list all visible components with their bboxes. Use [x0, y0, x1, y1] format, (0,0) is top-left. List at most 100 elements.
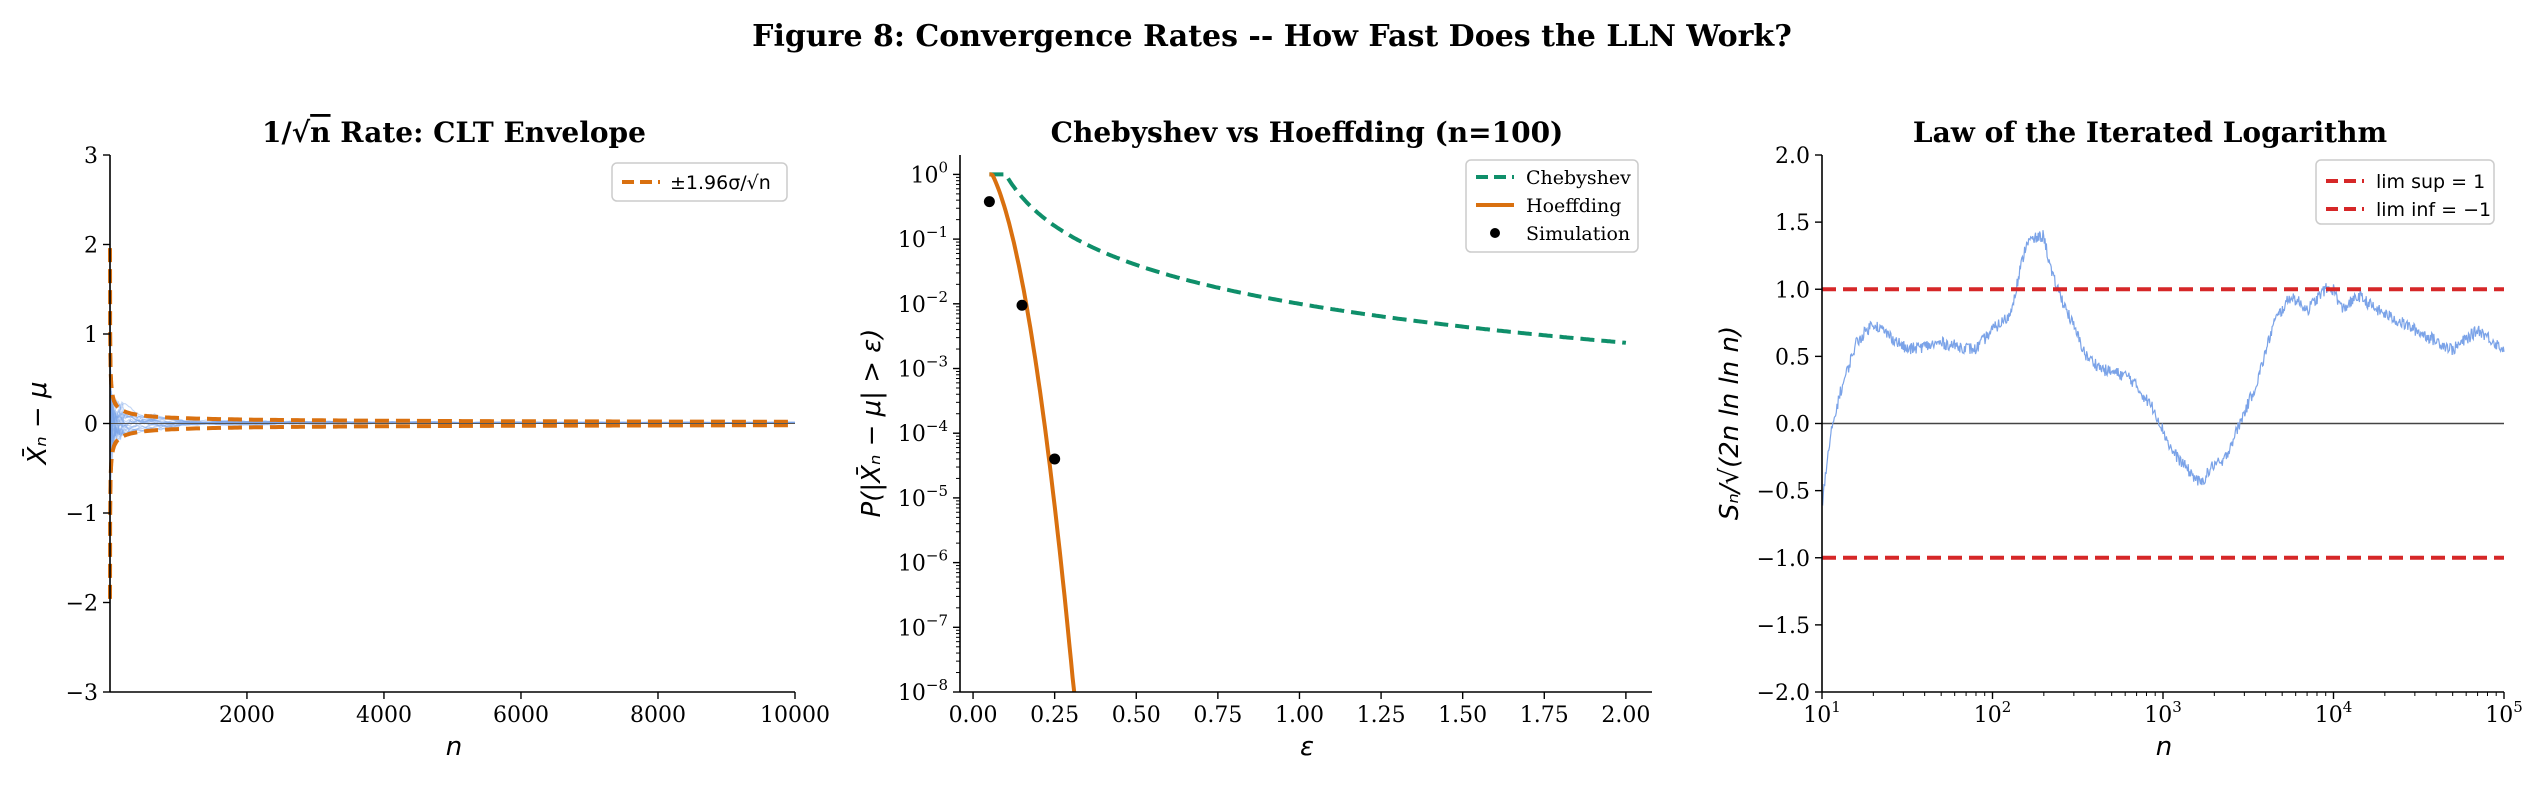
- panel1-xtick-label: 8000: [630, 703, 686, 728]
- sample-path-line: [109, 366, 796, 467]
- sample-path-line: [109, 346, 795, 488]
- panel2-xlabel: ε: [1300, 732, 1314, 762]
- panel2-xtick-label: 0.25: [1030, 703, 1079, 728]
- panel3-ytick-label: −1.5: [1757, 614, 1810, 639]
- legend-label-simulation: Simulation: [1526, 223, 1630, 245]
- legend-swatch-simulation: [1490, 228, 1500, 238]
- panel1-xtick-label: 10000: [760, 703, 830, 728]
- sample-path-line: [109, 391, 796, 470]
- panel-clt-envelope: 1/√n Rate: CLT Envelope 2000 4000 6000 8000…: [21, 116, 830, 762]
- panel3-ytick-label: −1.0: [1757, 547, 1810, 572]
- panel1-ytick-label: −3: [66, 681, 98, 706]
- panel1-title-over: n: [310, 116, 330, 149]
- panel3-xtick-label: 103: [2144, 698, 2182, 728]
- sample-path-line: [109, 417, 796, 510]
- simulation-point: [1049, 453, 1061, 465]
- panel2-ytick-label: 10−5: [898, 482, 948, 512]
- panel3-xtick-label: 101: [1803, 698, 1841, 728]
- panel2-ytick-label: 10−4: [898, 417, 948, 447]
- panel1-ylabel: X̄ₙ − μ: [21, 381, 53, 466]
- panel2-series: [983, 172, 1627, 693]
- panel1-xlabel: n: [446, 732, 462, 762]
- panel2-ytick-label: 10−2: [898, 288, 948, 318]
- panel1-ytick-label: 3: [84, 144, 98, 169]
- panel2-legend: Chebyshev Hoeffding Simulation: [1465, 159, 1639, 253]
- panel2-ytick-label: 10−1: [898, 223, 948, 253]
- legend-label-limsup: lim sup = 1: [2376, 171, 2485, 193]
- panel2-xtick-label: 1.75: [1520, 703, 1569, 728]
- panel3-series: [1821, 230, 2505, 560]
- panel1-legend-box: [611, 162, 788, 202]
- panel-iterated-logarithm: Law of the Iterated Logarithm 101 102 103 1…: [1715, 116, 2523, 762]
- sample-path-line: [109, 375, 795, 452]
- panel2-axes: 0.00 0.25 0.50 0.75 1.00 1.25 1.50 1.75 2.00 100 1…: [898, 155, 1652, 728]
- sample-path-line: [109, 376, 795, 455]
- panel-chebyshev-hoeffding: Chebyshev vs Hoeffding (n=100) 0.00 0.25 0…: [855, 116, 1652, 762]
- panel3-ytick-label: −0.5: [1757, 480, 1810, 505]
- panel3-xtick-label: 105: [2485, 698, 2523, 728]
- panel1-ytick-label: 0: [84, 413, 98, 438]
- hoeffding-line: [989, 172, 1077, 693]
- panel2-ylabel: P(|X̄ₙ − μ| > ε): [855, 329, 887, 518]
- panel1-ytick-label: 1: [84, 323, 98, 348]
- panel3-ylabel: Sₙ/√(2n ln ln n): [1715, 326, 1745, 520]
- panel2-legend-box: [1465, 159, 1639, 253]
- simulation-point: [983, 196, 995, 208]
- panel1-ytick-label: 2: [84, 234, 98, 259]
- panel2-ytick-label: 10−6: [898, 547, 948, 577]
- panel2-xtick-label: 0.50: [1112, 703, 1161, 728]
- sample-path-line: [109, 392, 795, 434]
- panel2-xtick-label: 0.00: [949, 703, 998, 728]
- panel3-ytick-label: 1.5: [1775, 211, 1810, 236]
- panel3-legend: lim sup = 1 lim inf = −1: [2315, 159, 2495, 225]
- legend-label-liminf: lim inf = −1: [2376, 199, 2491, 221]
- panel2-xtick-label: 1.25: [1357, 703, 1406, 728]
- figure-title: Figure 8: Convergence Rates -- How Fast …: [752, 19, 1792, 54]
- legend-label-chebyshev: Chebyshev: [1526, 167, 1631, 189]
- panel2-xtick-label: 1.00: [1275, 703, 1324, 728]
- lil-sample-path: [1821, 230, 2505, 506]
- sample-path-line: [109, 364, 795, 456]
- panel1-ytick-label: −2: [66, 592, 98, 617]
- envelope-lower-line: [108, 423, 794, 599]
- envelope-upper-line: [108, 248, 794, 424]
- panel3-xtick-label: 104: [2315, 698, 2353, 728]
- panel1-xtick-label: 6000: [493, 703, 549, 728]
- panel3-xtick-label: 102: [1974, 698, 2012, 728]
- panel2-xtick-label: 2.00: [1601, 703, 1650, 728]
- panel2-xtick-label: 0.75: [1193, 703, 1242, 728]
- panel2-ytick-label: 100: [910, 158, 948, 188]
- sample-path-line: [109, 340, 796, 430]
- panel1-title-pre: 1/: [262, 116, 292, 149]
- panel3-title: Law of the Iterated Logarithm: [1913, 116, 2387, 149]
- panel2-ytick-label: 10−3: [898, 353, 948, 383]
- panel2-title: Chebyshev vs Hoeffding (n=100): [1051, 116, 1564, 149]
- panel1-title-post: Rate: CLT Envelope: [331, 116, 646, 149]
- panel2-ytick-label: 10−7: [898, 611, 948, 641]
- panel3-ytick-label: 2.0: [1775, 144, 1810, 169]
- legend-label-hoeffding: Hoeffding: [1526, 195, 1621, 217]
- clt-envelope: [108, 248, 795, 599]
- panel1-xtick-label: 2000: [219, 703, 275, 728]
- sample-path-line: [109, 386, 795, 452]
- simulation-point: [1016, 299, 1028, 311]
- panel3-legend-box: [2315, 159, 2495, 225]
- sample-path-line: [109, 321, 795, 428]
- panel1-title-sqrt: √: [292, 116, 311, 149]
- panel3-axes: 101 102 103 104 105 −2.0 −1.5 −1.0 −0.5 0.0 0.5 1.0…: [1757, 144, 2523, 728]
- panel3-xlabel: n: [2156, 732, 2172, 762]
- chebyshev-line: [989, 172, 1627, 345]
- panel1-axes: 2000 4000 6000 8000 10000 −3 −2 −1 0 1 2 3: [66, 144, 830, 728]
- panel1-title: 1/√n Rate: CLT Envelope: [262, 116, 646, 149]
- sample-paths: [109, 207, 796, 522]
- panel1-ytick-label: −1: [66, 502, 98, 527]
- sample-path-line: [109, 369, 795, 426]
- panel3-ytick-label: 0.5: [1775, 345, 1810, 370]
- panel2-ytick-label: 10−8: [898, 676, 948, 706]
- legend-label-envelope: ±1.96σ/√n: [670, 172, 771, 194]
- panel1-legend: ±1.96σ/√n: [611, 162, 788, 202]
- panel1-xtick-label: 4000: [356, 703, 412, 728]
- panel3-ytick-label: 0.0: [1775, 413, 1810, 438]
- sample-path-line: [109, 207, 795, 425]
